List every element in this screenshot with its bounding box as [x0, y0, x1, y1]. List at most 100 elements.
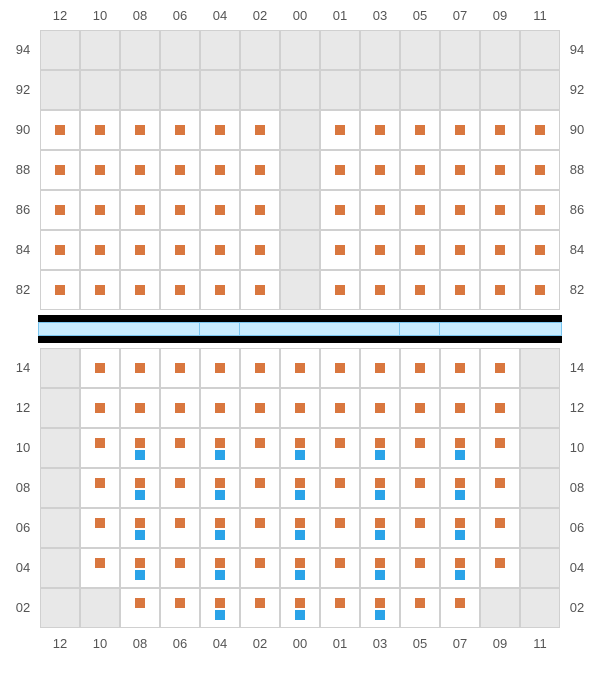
marker-orange: [255, 165, 265, 175]
col-label-top: 02: [240, 8, 280, 23]
bottom-row-label-left: 12: [10, 400, 36, 415]
grid-cell: [440, 468, 480, 508]
top-row-label-right: 82: [564, 282, 590, 297]
marker-orange: [415, 518, 425, 528]
marker-orange: [415, 245, 425, 255]
grid-cell: [40, 548, 80, 588]
grid-cell: [240, 588, 280, 628]
top-row-label-right: 94: [564, 42, 590, 57]
marker-blue: [295, 490, 305, 500]
grid-cell: [160, 468, 200, 508]
marker-orange: [335, 285, 345, 295]
marker-orange: [455, 478, 465, 488]
col-label-bottom: 08: [120, 636, 160, 651]
col-label-bottom: 12: [40, 636, 80, 651]
grid-cell: [80, 588, 120, 628]
col-label-bottom: 02: [240, 636, 280, 651]
top-row-label-right: 90: [564, 122, 590, 137]
separator-tick: [399, 323, 400, 337]
marker-orange: [95, 518, 105, 528]
top-grid: [40, 30, 560, 310]
marker-orange: [135, 403, 145, 413]
marker-blue: [455, 570, 465, 580]
marker-blue: [135, 530, 145, 540]
marker-orange: [415, 363, 425, 373]
grid-cell: [520, 588, 560, 628]
grid-cell: [320, 30, 360, 70]
col-label-bottom: 09: [480, 636, 520, 651]
separator-black-top: [38, 315, 562, 322]
bottom-row-label-right: 12: [564, 400, 590, 415]
grid-cell: [80, 468, 120, 508]
marker-orange: [335, 438, 345, 448]
grid-cell: [120, 588, 160, 628]
marker-blue: [215, 530, 225, 540]
grid-cell: [240, 70, 280, 110]
col-label-bottom: 06: [160, 636, 200, 651]
separator-tick: [439, 323, 440, 337]
grid-cell: [400, 468, 440, 508]
marker-orange: [415, 598, 425, 608]
marker-blue: [375, 530, 385, 540]
grid-cell: [120, 428, 160, 468]
top-row-label-right: 92: [564, 82, 590, 97]
marker-orange: [255, 478, 265, 488]
separator-tick: [199, 323, 200, 337]
marker-orange: [495, 165, 505, 175]
grid-cell: [400, 30, 440, 70]
grid-cell: [280, 30, 320, 70]
marker-orange: [175, 125, 185, 135]
grid-cell: [200, 468, 240, 508]
marker-orange: [175, 363, 185, 373]
marker-orange: [335, 598, 345, 608]
col-label-top: 03: [360, 8, 400, 23]
grid-cell: [40, 588, 80, 628]
marker-orange: [175, 438, 185, 448]
top-row-label-left: 84: [10, 242, 36, 257]
grid-cell: [160, 588, 200, 628]
grid-cell: [120, 468, 160, 508]
grid-cell: [240, 548, 280, 588]
marker-orange: [455, 518, 465, 528]
marker-orange: [215, 285, 225, 295]
grid-cell: [280, 150, 320, 190]
grid-cell: [40, 70, 80, 110]
marker-orange: [95, 285, 105, 295]
marker-blue: [295, 570, 305, 580]
marker-orange: [295, 363, 305, 373]
grid-cell: [520, 30, 560, 70]
marker-orange: [415, 125, 425, 135]
marker-orange: [375, 558, 385, 568]
bottom-row-label-left: 08: [10, 480, 36, 495]
grid-cell: [320, 548, 360, 588]
bottom-row-label-right: 06: [564, 520, 590, 535]
marker-orange: [95, 125, 105, 135]
marker-orange: [455, 285, 465, 295]
marker-orange: [495, 285, 505, 295]
marker-orange: [455, 205, 465, 215]
marker-blue: [375, 610, 385, 620]
marker-orange: [455, 558, 465, 568]
marker-orange: [295, 478, 305, 488]
grid-cell: [320, 70, 360, 110]
marker-orange: [335, 518, 345, 528]
top-row-label-right: 86: [564, 202, 590, 217]
marker-orange: [135, 205, 145, 215]
marker-orange: [535, 165, 545, 175]
marker-orange: [495, 125, 505, 135]
marker-orange: [415, 558, 425, 568]
grid-cell: [520, 70, 560, 110]
marker-orange: [95, 205, 105, 215]
grid-cell: [280, 190, 320, 230]
marker-blue: [135, 570, 145, 580]
grid-cell: [80, 30, 120, 70]
grid-cell: [520, 428, 560, 468]
bottom-row-label-left: 04: [10, 560, 36, 575]
grid-cell: [280, 230, 320, 270]
marker-orange: [455, 245, 465, 255]
grid-cell: [360, 508, 400, 548]
grid-cell: [320, 428, 360, 468]
marker-orange: [215, 478, 225, 488]
marker-orange: [535, 245, 545, 255]
marker-orange: [215, 363, 225, 373]
